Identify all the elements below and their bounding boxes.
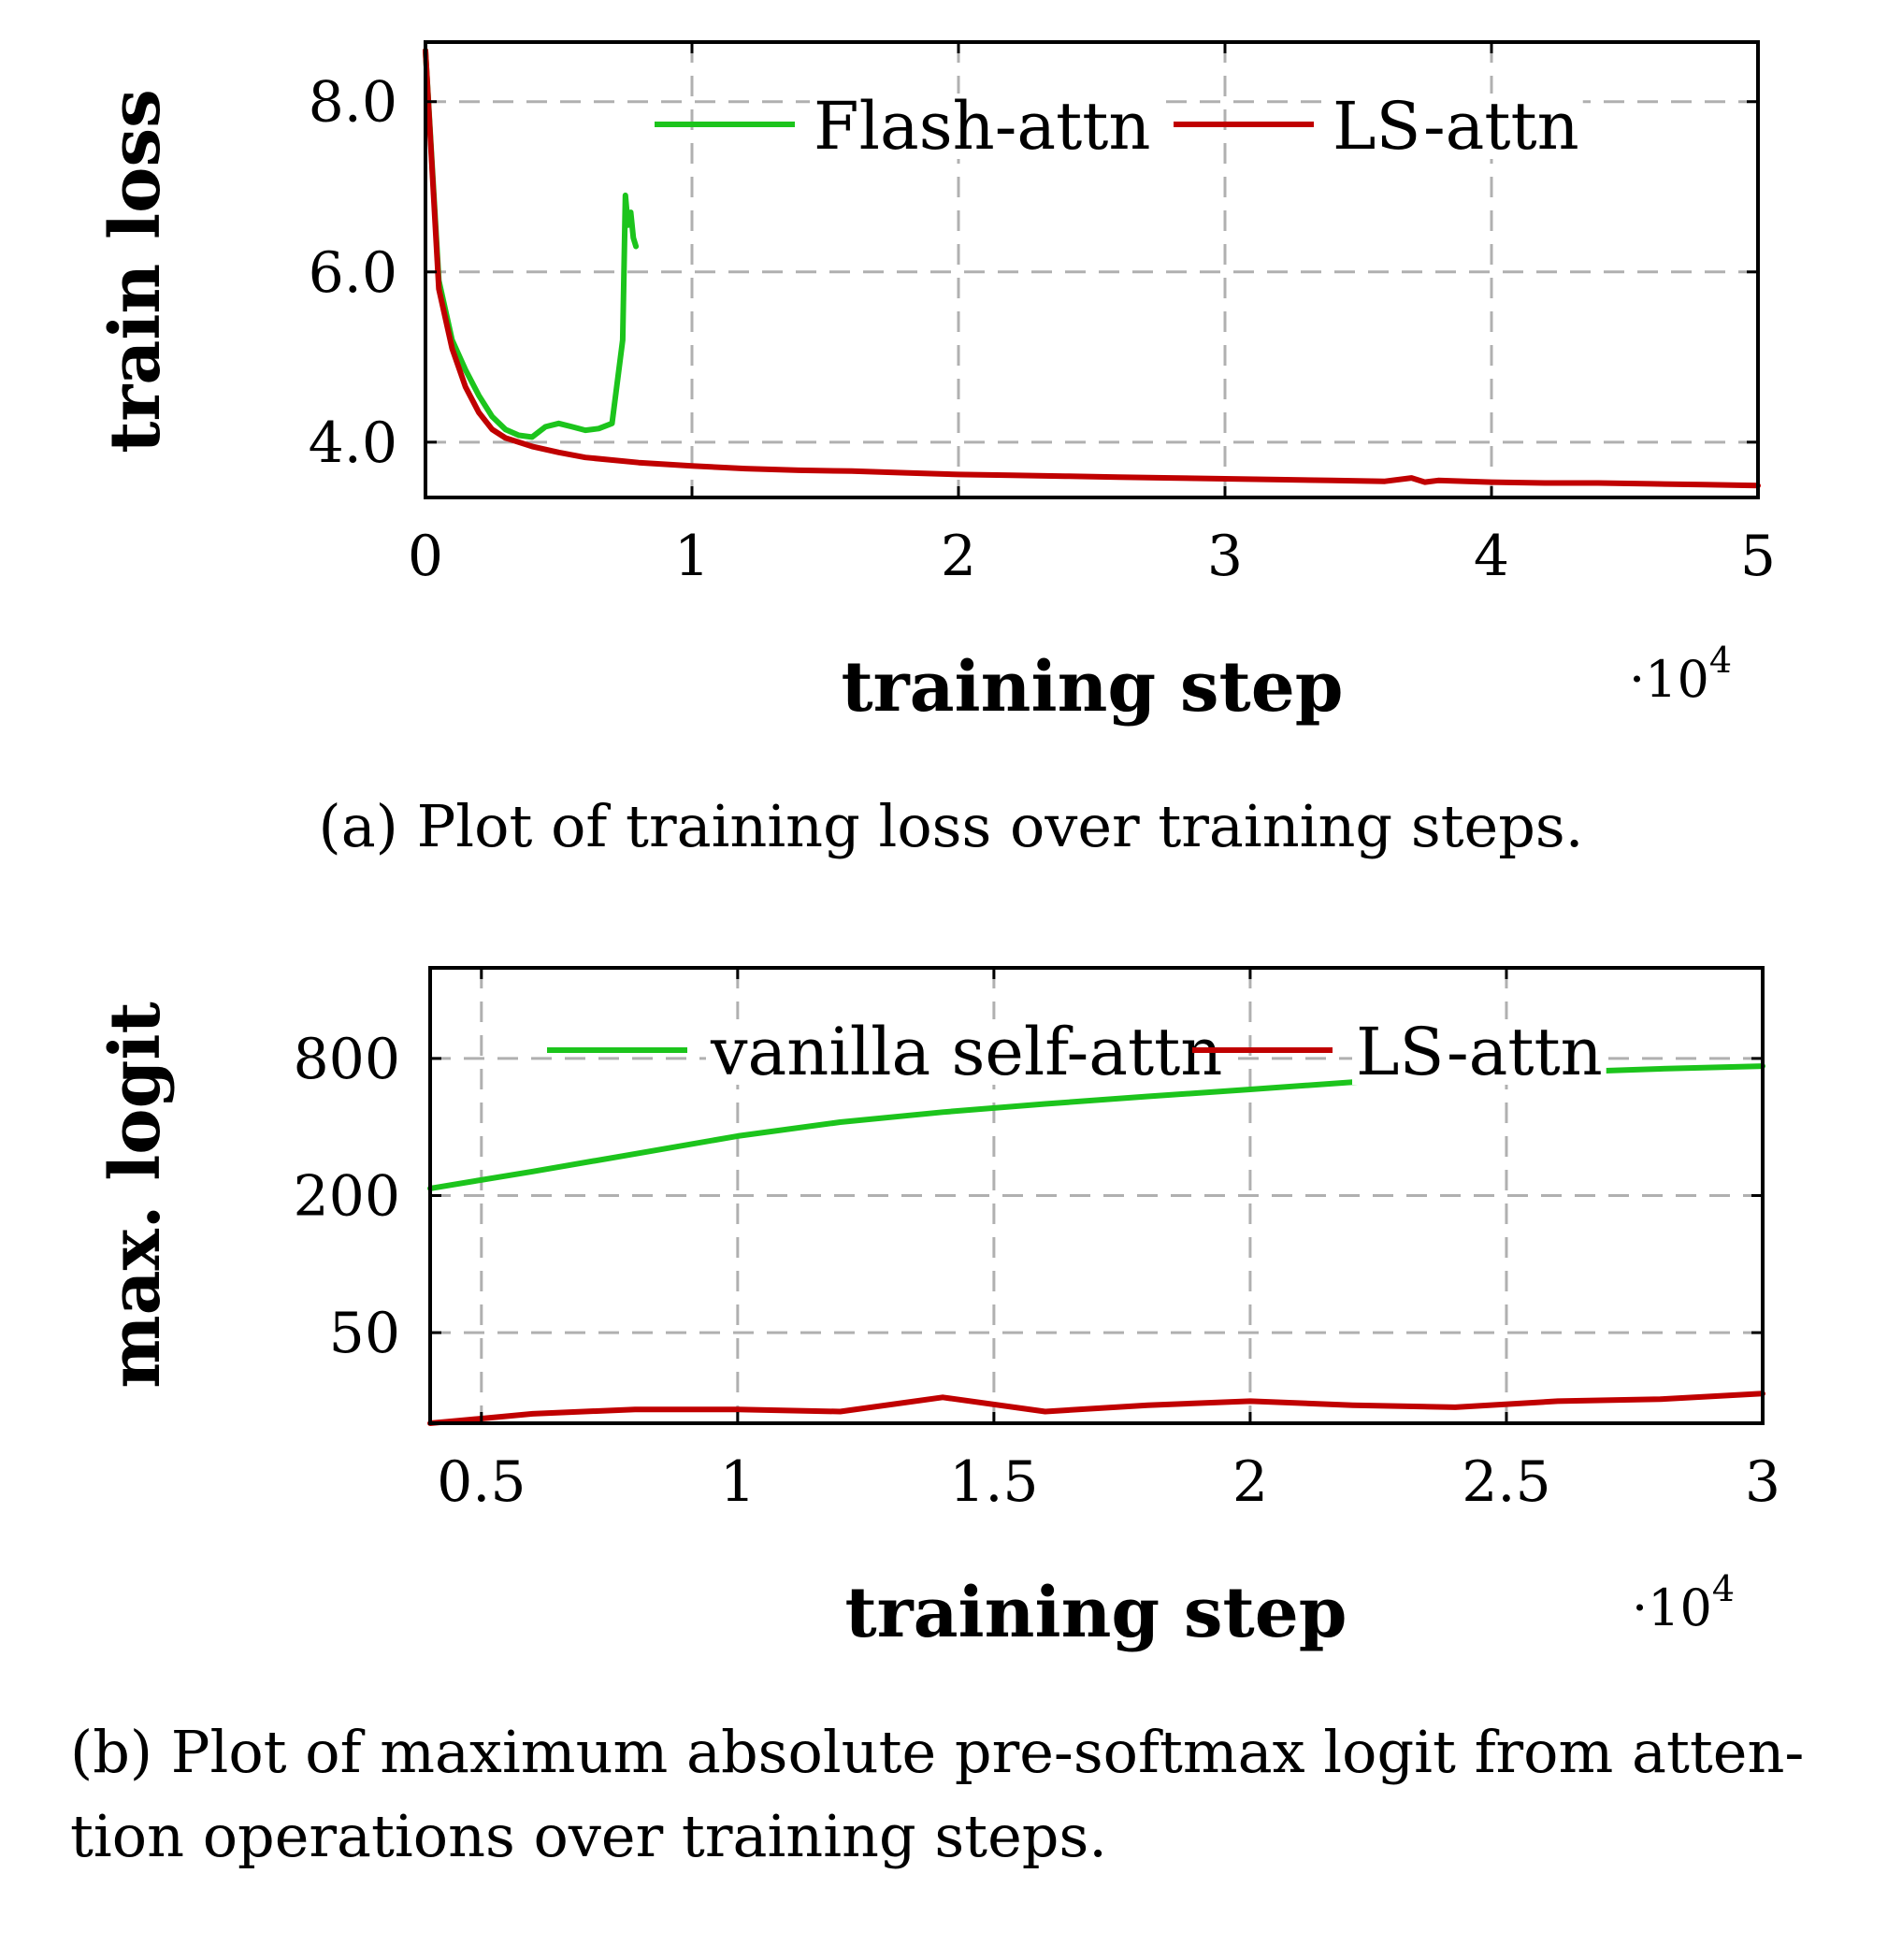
x-tick-label-1: 1 <box>674 524 710 589</box>
legend-label-flash-attn: Flash-attn <box>814 88 1150 165</box>
x-tick-label-0-5: 0.5 <box>437 1449 526 1515</box>
caption-b-line-2: tion operations over training steps. <box>70 1802 1107 1870</box>
x-tick-label-2: 2 <box>941 524 976 589</box>
y-tick-label-800: 800 <box>293 1027 400 1092</box>
x-tick-label-3: 3 <box>1745 1449 1780 1515</box>
y-axis-label-b: max. logit <box>95 1002 176 1388</box>
series-line-flash-attn <box>423 48 640 440</box>
caption-b-line-1: (b) Plot of maximum absolute pre-softmax… <box>70 1718 1804 1786</box>
x-multiplier-a: ·104 <box>1629 640 1732 709</box>
x-tick-label-0: 0 <box>408 524 443 589</box>
y-tick-label-6-0: 6.0 <box>309 240 397 306</box>
legend-label-vanilla-self-attn: vanilla self-attn <box>710 1014 1222 1090</box>
x-axis-label-b: training step <box>844 1573 1347 1653</box>
series-group-b <box>427 1063 1765 1426</box>
panel-b: 0.5 1 1.5 2 2.5 3 50 200 800 vanilla self-attn LS… <box>70 966 1804 1870</box>
x-tick-label-2-5: 2.5 <box>1462 1449 1550 1515</box>
legend-label-bg-vanilla-self-attn <box>706 1019 1227 1085</box>
x-tick-label-5: 5 <box>1740 524 1776 589</box>
x-tick-label-1-5: 1.5 <box>949 1449 1038 1515</box>
series-line-ls-attn <box>427 1391 1765 1426</box>
x-tick-label-4: 4 <box>1474 524 1509 589</box>
series-group-a <box>423 48 1761 489</box>
legend-a: Flash-attn LS-attn <box>655 88 1583 165</box>
y-tick-label-8-0: 8.0 <box>309 70 397 136</box>
x-tick-label-3: 3 <box>1207 524 1243 589</box>
panel-a: 0 1 2 3 4 5 4.0 6.0 8.0 Flash-attn LS-attn train … <box>95 40 1776 860</box>
legend-label-ls-attn: LS-attn <box>1356 1014 1603 1090</box>
legend-label-bg-ls-attn <box>1329 94 1583 159</box>
plot-frame-a <box>424 40 1760 499</box>
legend-label-bg-ls-attn <box>1352 1019 1607 1085</box>
y-tick-label-50: 50 <box>329 1301 400 1366</box>
legend-label-ls-attn: LS-attn <box>1333 88 1579 165</box>
x-multiplier-b: ·104 <box>1632 1568 1735 1637</box>
legend-label-bg-flash-attn <box>810 94 1155 159</box>
x-tick-label-2: 2 <box>1232 1449 1268 1515</box>
x-tick-label-1: 1 <box>720 1449 756 1515</box>
x-axis-label-a: training step <box>841 647 1343 728</box>
y-axis-label-a: train loss <box>95 89 176 454</box>
ticks-b: 0.5 1 1.5 2 2.5 3 50 200 800 <box>293 968 1780 1515</box>
y-tick-label-4-0: 4.0 <box>309 411 397 476</box>
caption-a: (a) Plot of training loss over training … <box>319 792 1584 860</box>
y-tick-label-200: 200 <box>293 1164 400 1230</box>
legend-b: vanilla self-attn LS-attn <box>547 1014 1607 1090</box>
ticks-a: 0 1 2 3 4 5 4.0 6.0 8.0 <box>309 42 1776 589</box>
series-line-ls-attn <box>423 48 1761 489</box>
